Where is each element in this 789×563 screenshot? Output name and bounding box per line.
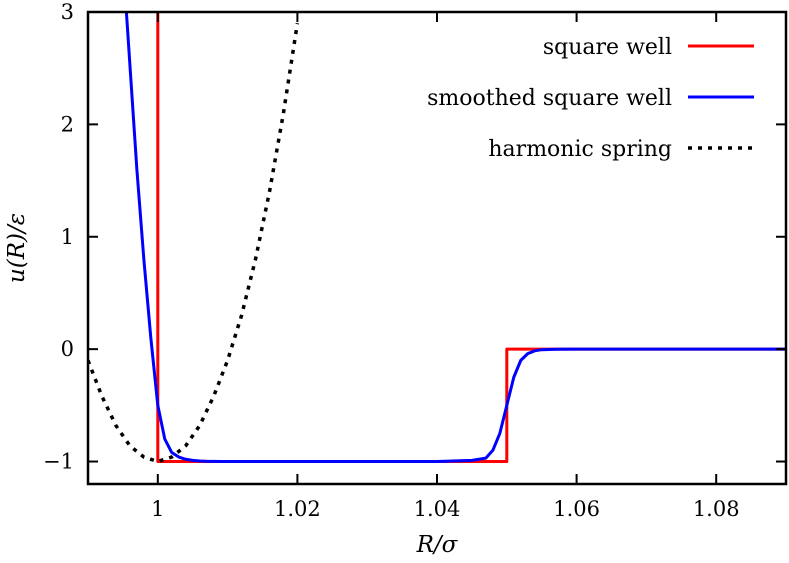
legend-label: smoothed square well [427, 86, 672, 111]
x-axis-label: R/σ [416, 532, 459, 558]
x-tick-label: 1.06 [553, 497, 600, 521]
x-tick-label: 1.02 [274, 497, 321, 521]
series-line-2 [88, 22, 300, 464]
y-axis-label: u(R)/ε [4, 213, 30, 283]
y-tick-label: 1 [61, 225, 74, 249]
series-line-0 [156, 12, 786, 464]
ticks-layer: 1 1.02 1.04 1.06 1.08 −1 0 1 2 3 [43, 0, 786, 521]
plot-frame [86, 10, 788, 486]
y-tick-label: 2 [61, 112, 74, 136]
legend: square well smoothed square well harmonic … [427, 35, 754, 162]
series-layer [88, 12, 786, 464]
legend-label: harmonic spring [488, 137, 672, 162]
x-tick-label: 1 [151, 497, 164, 521]
x-tick-label: 1.04 [414, 497, 461, 521]
y-tick-label: 3 [61, 0, 74, 24]
x-tick-label: 1.08 [693, 497, 740, 521]
y-tick-label: −1 [43, 450, 74, 474]
legend-label: square well [543, 35, 672, 60]
series-line-1 [124, 12, 786, 464]
y-tick-label: 0 [61, 337, 74, 361]
